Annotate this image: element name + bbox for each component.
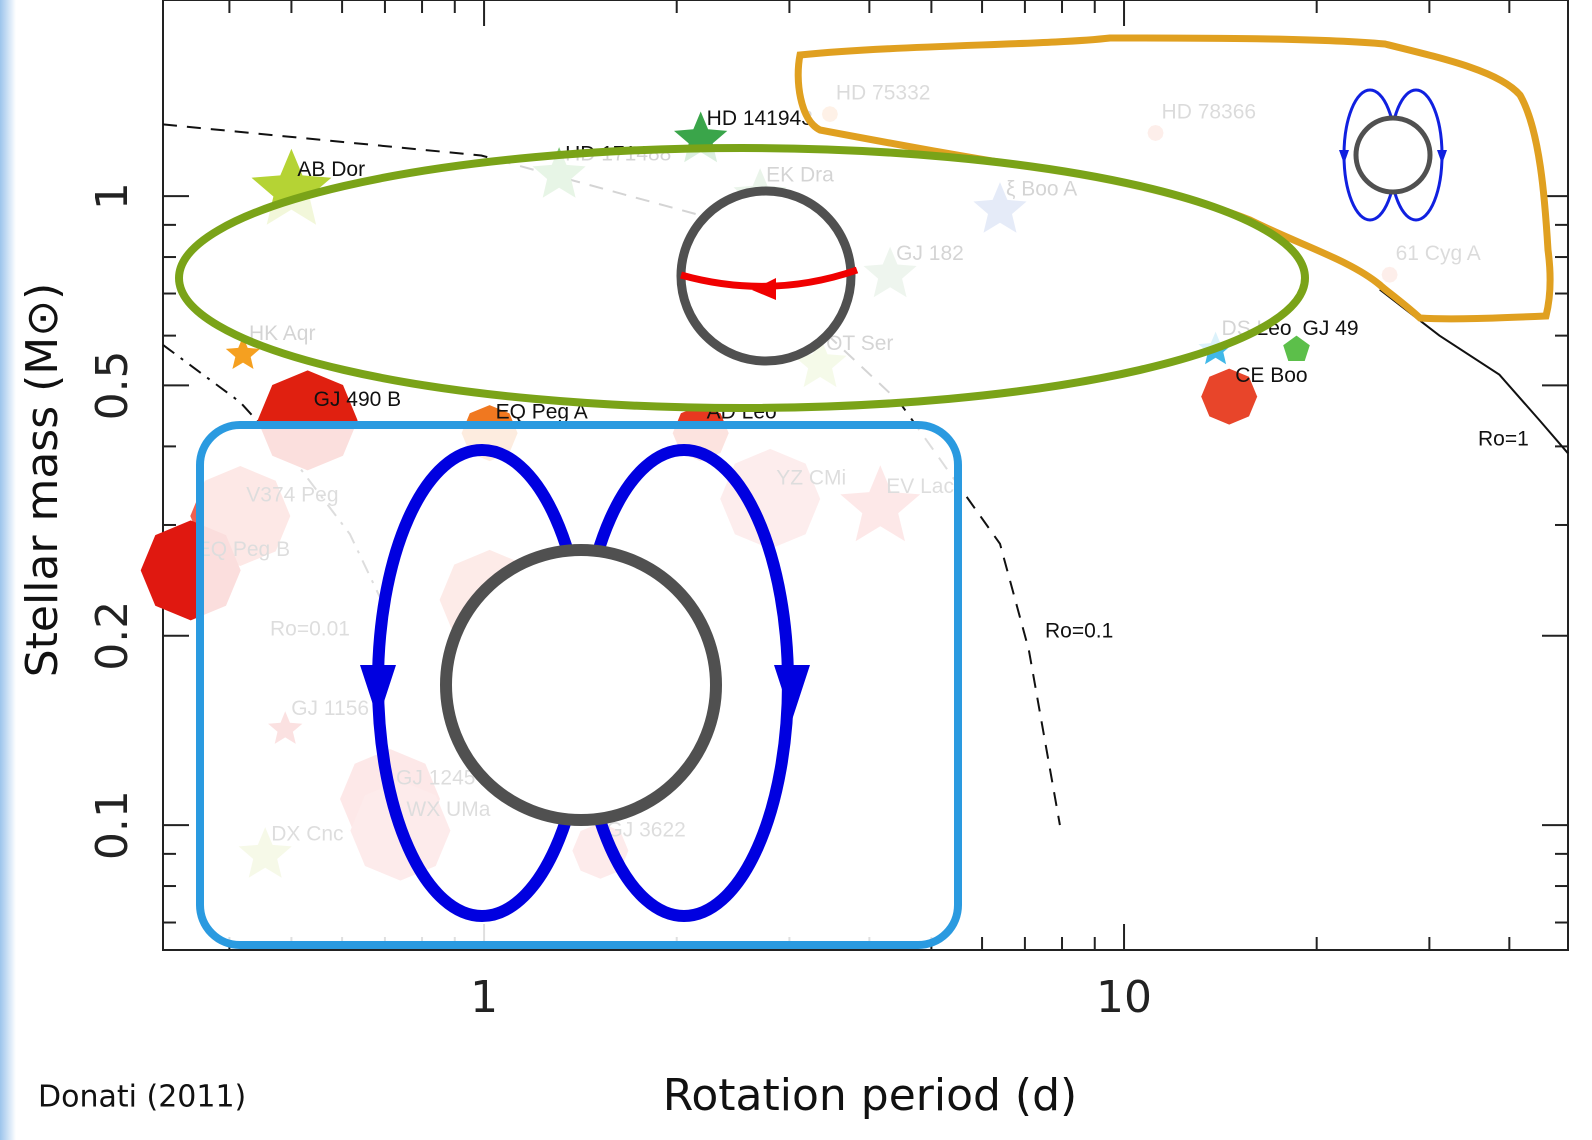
x-axis-title: Rotation period (d) (663, 1070, 1077, 1121)
star-sphere (1356, 118, 1430, 192)
x-tick-label: 1 (470, 972, 498, 1023)
point-label: GJ 490 B (314, 388, 402, 411)
page: {"chart_data": { "type": "scatter", "xla… (0, 0, 1592, 1140)
y-tick-label: 1 (87, 182, 138, 210)
chart: 1100.10.20.51 Ro=0.1Ro=0.01Ro=1AB DorHD … (0, 0, 1592, 1140)
line-label: Ro=0.1 (1045, 620, 1113, 643)
y-tick-label: 0.1 (87, 790, 138, 860)
point-label: AB Dor (297, 158, 365, 181)
y-tick-label: 0.2 (87, 601, 138, 671)
line-label: Ro=1 (1478, 428, 1529, 451)
star-sphere (446, 550, 716, 820)
y-axis-title: Stellar mass (M⊙) (17, 283, 68, 678)
slide-edge (0, 0, 16, 1140)
y-tick-label: 0.5 (87, 350, 138, 420)
point-label: CE Boo (1235, 364, 1307, 387)
x-tick-label: 10 (1096, 972, 1152, 1023)
overlays (179, 38, 1550, 945)
point-label: HD 141943 (707, 107, 813, 130)
credit: Donati (2011) (38, 1080, 246, 1115)
point-label: GJ 49 (1303, 317, 1359, 340)
